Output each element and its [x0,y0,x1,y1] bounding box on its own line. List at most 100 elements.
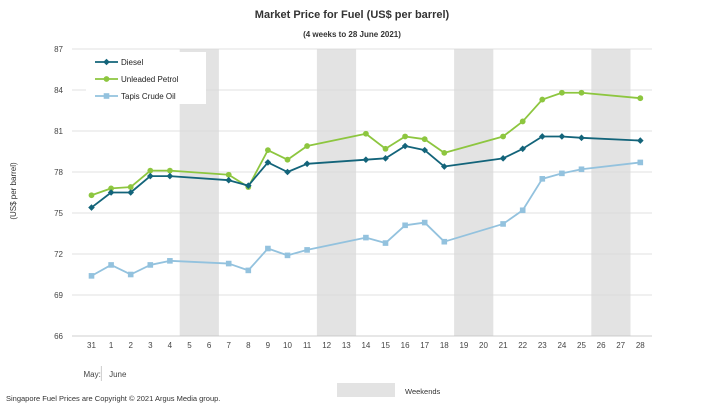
unleaded-petrol-point-10 [284,156,291,163]
weekend-band-3 [454,49,494,336]
diesel-point-22 [519,145,526,153]
diesel-point-16 [401,142,409,150]
tapis-crude-oil-point-10 [284,252,291,259]
unleaded-petrol-point-22 [519,118,526,125]
y-tick-87: 87 [54,45,63,54]
series-lines [88,89,644,279]
tapis-crude-oil-point-11 [304,247,310,253]
y-tick-78: 78 [54,168,63,177]
tapis-crude-oil-point-28 [637,159,644,166]
unleaded-petrol-point-9 [265,147,271,154]
unleaded-petrol-point-16 [402,133,408,140]
unleaded-petrol-point-31 [88,192,95,199]
tapis-crude-oil-point-8 [245,267,252,274]
x-tick-20: 20 [479,341,488,350]
tapis-crude-oil-point-9 [265,245,271,252]
x-tick-7: 7 [226,341,231,350]
x-tick-8: 8 [246,341,251,350]
chart-subtitle: (4 weeks to 28 June 2021) [303,30,401,39]
diesel-point-24 [558,133,566,140]
x-tick-15: 15 [381,341,390,350]
legend-tapis-crude-oil-label: Tapis Crude Oil [121,92,176,101]
x-tick-5: 5 [187,341,192,350]
unleaded-petrol-point-21 [500,133,506,140]
x-tick-labels: 31 1 2 3 4 5 6 7 8 9 10 11 12 13 14 15 16 17 18 19 20 21 22 23 2… [87,341,645,350]
y-tick-69: 69 [54,291,63,300]
unleaded-petrol-line [91,91,641,197]
x-tick-24: 24 [557,341,566,350]
copyright-footer: Singapore Fuel Prices are Copyright © 20… [6,394,220,403]
legend-tapis-crude-oil-marker [103,93,110,99]
diesel-point-8 [245,182,252,189]
diesel-point-2 [127,189,134,196]
x-tick-12: 12 [322,341,331,350]
x-tick-31: 31 [87,341,96,350]
diesel-point-31 [88,204,95,211]
y-tick-81: 81 [54,127,63,136]
diesel-point-3 [147,172,154,180]
x-tick-10: 10 [283,341,292,350]
unleaded-petrol-point-18 [441,149,448,156]
x-tick-22: 22 [518,341,527,350]
diesel-point-14 [362,156,370,163]
weekend-band-4 [591,49,631,336]
legend-diesel-label: Diesel [121,58,143,67]
diesel-point-4 [166,172,174,180]
tapis-crude-oil-point-15 [382,240,389,246]
diesel-point-28 [637,137,644,144]
tapis-crude-oil-point-23 [539,176,546,182]
diesel-point-18 [441,163,448,170]
unleaded-petrol-point-15 [382,145,389,152]
tapis-crude-oil-point-14 [363,234,369,241]
month-labels: May: June [84,366,127,381]
x-tick-11: 11 [303,341,312,350]
unleaded-petrol-point-2 [127,184,134,190]
x-tick-23: 23 [538,341,547,350]
unleaded-petrol-point-14 [363,130,369,137]
tapis-crude-oil-point-22 [519,207,526,214]
weekend-key-label: Weekends [405,387,441,396]
x-tick-25: 25 [577,341,586,350]
tapis-crude-oil-line [91,161,641,277]
tapis-crude-oil-point-3 [147,262,154,268]
unleaded-petrol-point-23 [539,96,546,103]
y-tick-75: 75 [54,209,63,218]
diesel-point-21 [499,155,507,162]
x-tick-4: 4 [168,341,173,350]
unleaded-petrol-point-4 [167,167,173,174]
unleaded-petrol-point-3 [147,167,154,174]
x-tick-16: 16 [401,341,410,350]
y-tick-66: 66 [54,332,63,341]
unleaded-petrol-point-1 [108,185,114,192]
y-tick-72: 72 [54,250,63,259]
unleaded-petrol-point-25 [578,89,585,96]
unleaded-petrol-point-7 [225,171,232,178]
diesel-point-7 [225,176,232,184]
unleaded-petrol-point-24 [559,89,565,96]
x-tick-6: 6 [207,341,212,350]
tapis-crude-oil-point-16 [402,222,408,229]
y-tick-84: 84 [54,86,63,95]
diesel-point-23 [539,133,546,140]
x-tick-27: 27 [616,341,625,350]
tapis-crude-oil-point-7 [225,260,232,267]
x-tick-21: 21 [499,341,508,350]
y-tick-labels: 66 69 72 75 78 81 84 87 [54,45,63,341]
tapis-crude-oil-point-2 [127,271,134,278]
unleaded-petrol-point-28 [637,95,644,102]
unleaded-petrol-point-11 [304,143,310,149]
tapis-crude-oil-point-1 [108,262,114,268]
x-tick-26: 26 [597,341,606,350]
x-tick-18: 18 [440,341,449,350]
chart-title: Market Price for Fuel (US$ per barrel) [255,9,450,21]
diesel-point-9 [264,159,272,166]
diesel-point-11 [303,160,311,168]
weekend-band-2 [316,49,357,336]
unleaded-petrol-point-17 [421,136,428,143]
tapis-crude-oil-point-25 [578,166,585,173]
tapis-crude-oil-point-18 [441,238,448,245]
diesel-point-15 [382,155,389,162]
diesel-point-25 [578,134,585,142]
x-tick-28: 28 [636,341,645,350]
